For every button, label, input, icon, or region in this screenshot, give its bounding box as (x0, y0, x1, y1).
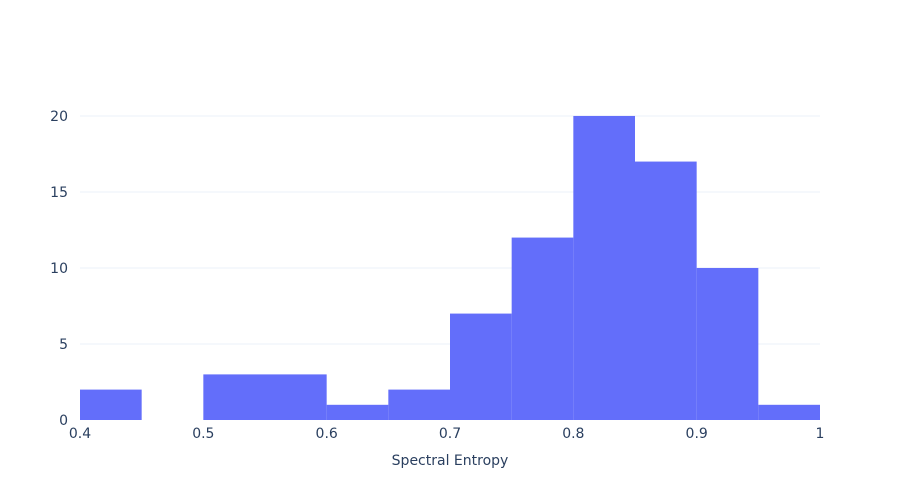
x-tick-label: 1 (816, 426, 825, 442)
histogram-bar (388, 389, 450, 420)
histogram-bar (265, 374, 327, 420)
y-tick-label: 5 (59, 337, 68, 353)
x-tick-label: 0.8 (562, 426, 584, 442)
histogram-bar (758, 404, 820, 420)
histogram-bar (511, 237, 574, 420)
histogram-bar (573, 115, 635, 420)
x-axis-title: Spectral Entropy (392, 453, 509, 469)
x-tick-label: 0.5 (192, 426, 214, 442)
x-tick-label: 0.7 (439, 426, 461, 442)
axes: 0 5 10 15 20 0.4 0.5 0.6 0.7 0.8 0.9 1 (50, 109, 824, 442)
x-tick-label: 0.6 (316, 426, 338, 442)
x-tick-label: 0.4 (69, 426, 91, 442)
y-tick-label: 0 (59, 413, 68, 429)
y-tick-label: 10 (50, 261, 68, 277)
y-tick-label: 15 (50, 185, 68, 201)
histogram-bar (450, 313, 512, 420)
histogram-bar (635, 161, 697, 421)
histogram-bar (203, 374, 265, 420)
histogram-bar (326, 404, 389, 420)
x-tick-label: 0.9 (686, 426, 708, 442)
histogram-bar (80, 389, 142, 420)
bars (80, 115, 820, 421)
y-tick-label: 20 (50, 109, 68, 125)
histogram-bar (696, 267, 759, 420)
